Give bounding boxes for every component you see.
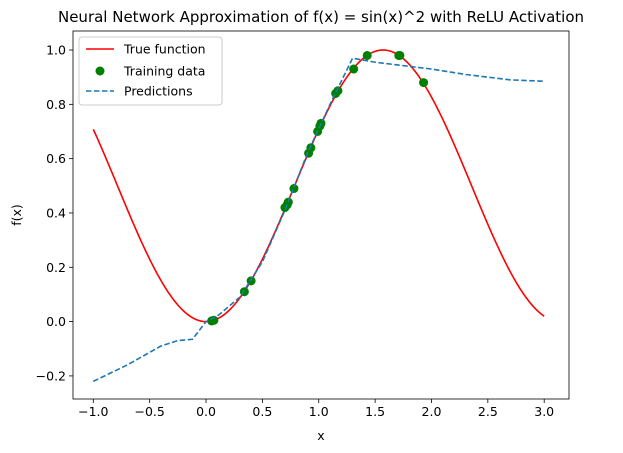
training-data-point — [349, 64, 359, 74]
training-data-point — [239, 287, 249, 297]
y-axis-label: f(x) — [9, 204, 24, 226]
x-axis-ticks: −1.0 −0.5 0.0 0.5 1.0 1.5 2.0 2.5 3.0 — [78, 399, 554, 419]
x-tick-label: 0.5 — [252, 404, 272, 419]
legend-true-function-label: True function — [123, 42, 206, 57]
chart-title: Neural Network Approximation of f(x) = s… — [58, 8, 584, 26]
training-data-point — [362, 50, 372, 60]
predictions-line — [92, 57, 545, 383]
legend: True function Training data Predictions — [78, 36, 223, 106]
x-tick-label: −1.0 — [78, 404, 108, 419]
x-tick-label: 2.5 — [478, 404, 498, 419]
y-tick-label: 0.2 — [46, 260, 66, 275]
x-tick-label: 1.5 — [365, 404, 385, 419]
legend-entry-predictions: Predictions — [86, 84, 193, 99]
training-data-point — [289, 184, 299, 194]
legend-entry-true-function: True function — [86, 42, 206, 57]
legend-predictions-label: Predictions — [124, 84, 193, 99]
x-tick-label: 0.0 — [196, 404, 216, 419]
training-data-point — [333, 86, 343, 96]
x-tick-label: 2.0 — [422, 404, 442, 419]
legend-training-data-marker — [95, 66, 105, 76]
training-data-point — [419, 78, 429, 88]
legend-entry-training-data: Training data — [95, 64, 205, 79]
y-axis-ticks: −0.2 0.0 0.2 0.4 0.6 0.8 1.0 — [36, 43, 73, 383]
x-tick-label: −0.5 — [134, 404, 164, 419]
y-tick-label: 0.6 — [46, 151, 66, 166]
series-layer — [92, 49, 545, 383]
training-data-point — [395, 50, 405, 60]
y-tick-label: 0.4 — [46, 205, 66, 220]
x-tick-label: 3.0 — [534, 404, 554, 419]
y-tick-label: 1.0 — [46, 43, 66, 58]
y-tick-label: 0.8 — [46, 97, 66, 112]
y-tick-label: 0.0 — [46, 314, 66, 329]
plot-frame — [72, 30, 570, 400]
y-tick-label: −0.2 — [36, 368, 66, 383]
legend-frame — [78, 36, 223, 106]
x-tick-label: 1.0 — [309, 404, 329, 419]
legend-training-data-label: Training data — [123, 64, 205, 79]
x-axis-label: x — [317, 428, 324, 443]
